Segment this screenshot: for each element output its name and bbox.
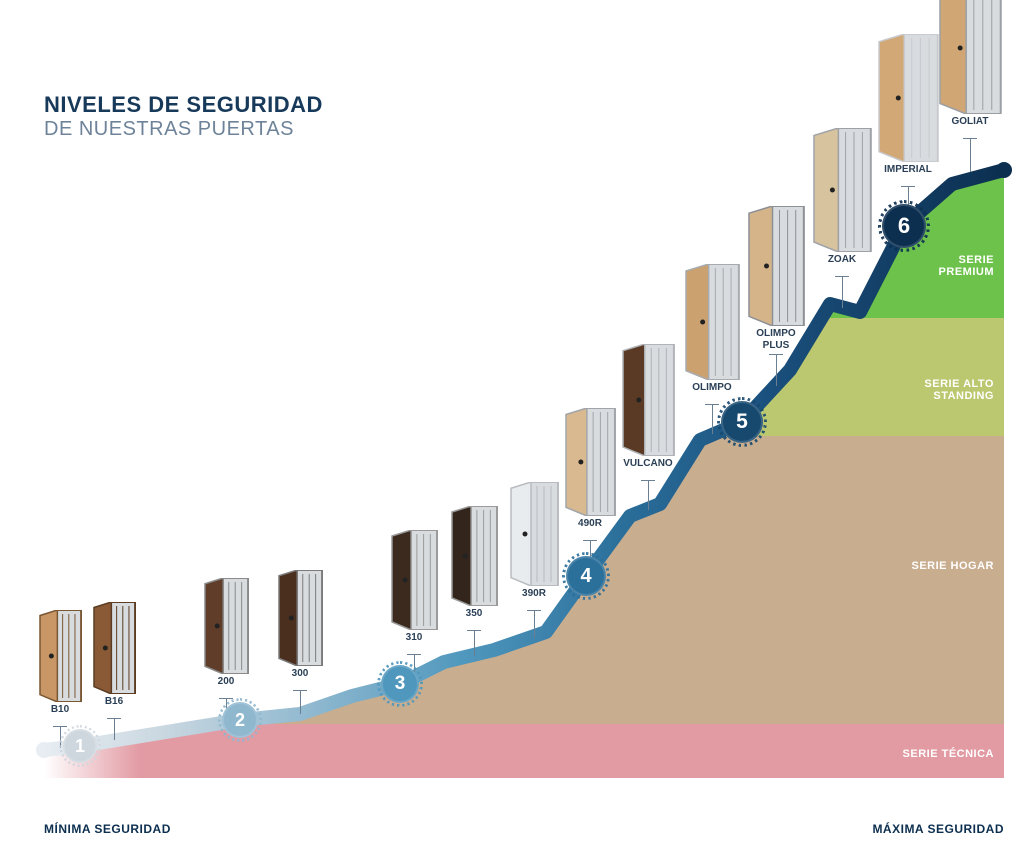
door-label: OLIMPO: [662, 382, 762, 394]
door-tick-cap: [407, 654, 421, 655]
level-badge-3: 3: [381, 665, 419, 703]
door-tick-cap: [53, 726, 67, 727]
door-tick-cap: [641, 480, 655, 481]
door-tick: [776, 354, 777, 386]
title-line-2: DE NUESTRAS PUERTAS: [44, 118, 323, 141]
level-badge-4: 4: [566, 556, 606, 596]
door-tick: [712, 404, 713, 434]
axis-max-label: MÁXIMA SEGURIDAD: [872, 822, 1004, 836]
door-icon: [277, 570, 323, 666]
door-icon: [509, 482, 559, 586]
door-tick: [842, 276, 843, 308]
door-label: IMPERIAL: [858, 164, 958, 176]
door-tick-cap: [769, 354, 783, 355]
door-icon: [38, 610, 82, 702]
level-badge-1: 1: [63, 729, 97, 763]
door-icon: [203, 578, 249, 674]
series-label-tecnica: SERIE TÉCNICA: [903, 748, 994, 760]
chart-title: NIVELES DE SEGURIDAD DE NUESTRAS PUERTAS: [44, 92, 323, 141]
door-tick-cap: [583, 540, 597, 541]
level-badge-5: 5: [721, 401, 763, 443]
series-label-alto: SERIE ALTO STANDING: [924, 378, 994, 402]
door-icon: [877, 34, 939, 162]
door-label: 310: [364, 632, 464, 644]
axis-min-label: MÍNIMA SEGURIDAD: [44, 822, 171, 836]
door-icon: [621, 344, 675, 456]
level-badge-6: 6: [882, 204, 926, 248]
door-tick: [648, 480, 649, 510]
door-tick-cap: [705, 404, 719, 405]
level-badge-2: 2: [222, 702, 258, 738]
door-label: GOLIAT: [920, 116, 1020, 128]
door-label: 300: [250, 668, 350, 680]
door-tick: [300, 690, 301, 714]
door-icon: [938, 0, 1002, 114]
series-label-premium: SERIE PREMIUM: [939, 254, 994, 278]
door-tick: [474, 630, 475, 656]
door-icon: [92, 602, 136, 694]
door-tick-cap: [293, 690, 307, 691]
door-tick-cap: [901, 186, 915, 187]
door-tick-cap: [963, 138, 977, 139]
door-label: ZOAK: [792, 254, 892, 266]
door-tick-cap: [107, 718, 121, 719]
series-label-hogar: SERIE HOGAR: [911, 560, 994, 572]
door-icon: [812, 128, 872, 252]
door-label: OLIMPO PLUS: [726, 328, 826, 351]
door-tick-cap: [467, 630, 481, 631]
door-icon: [684, 264, 740, 380]
door-tick-cap: [527, 610, 541, 611]
door-label: VULCANO: [598, 458, 698, 470]
door-label: 350: [424, 608, 524, 620]
door-tick: [114, 718, 115, 740]
door-tick: [534, 610, 535, 638]
door-label: 490R: [540, 518, 640, 530]
door-tick: [970, 138, 971, 172]
door-label: B16: [64, 696, 164, 708]
door-icon: [747, 206, 805, 326]
title-line-1: NIVELES DE SEGURIDAD: [44, 92, 323, 118]
door-tick-cap: [835, 276, 849, 277]
